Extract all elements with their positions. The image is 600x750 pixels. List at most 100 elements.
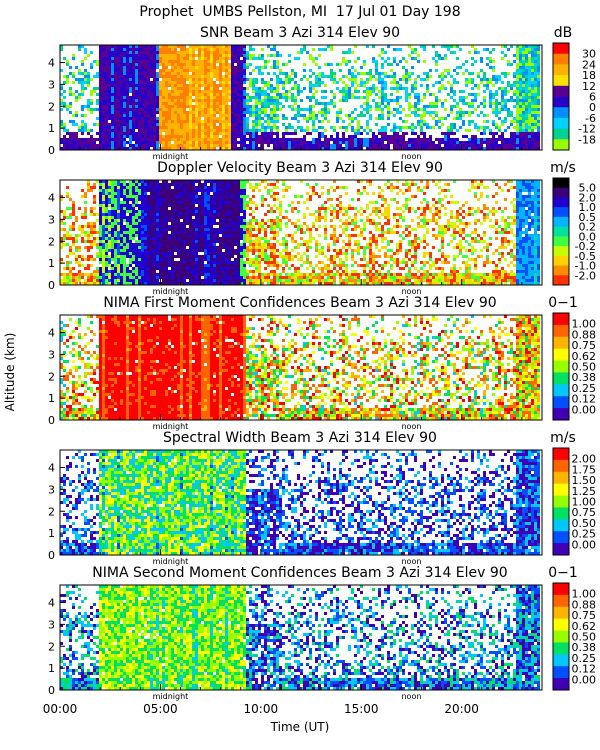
heatmap-cell	[375, 108, 378, 111]
heatmap-cell	[495, 99, 498, 102]
heatmap-cell	[405, 132, 408, 135]
heatmap-cell	[150, 126, 153, 129]
heatmap-cell	[162, 45, 165, 48]
heatmap-cell	[387, 111, 390, 114]
heatmap-cell	[450, 144, 453, 147]
heatmap-cell	[405, 93, 408, 96]
heatmap-cell	[411, 66, 414, 69]
heatmap-cell	[135, 213, 138, 216]
heatmap-cell	[132, 111, 135, 114]
heatmap-cell	[336, 87, 339, 90]
heatmap-cell	[336, 138, 339, 141]
heatmap-cell	[177, 102, 180, 105]
heatmap-cell	[114, 204, 117, 207]
heatmap-cell	[462, 90, 465, 93]
heatmap-cell	[135, 279, 138, 282]
heatmap-cell	[225, 141, 228, 144]
heatmap-cell	[498, 144, 501, 147]
heatmap-cell	[123, 111, 126, 114]
heatmap-cell	[150, 123, 153, 126]
heatmap-cell	[180, 66, 183, 69]
heatmap-cell	[354, 87, 357, 90]
heatmap-cell	[174, 45, 177, 48]
heatmap-cell	[396, 81, 399, 84]
heatmap-cell	[183, 180, 186, 183]
heatmap-cell	[123, 60, 126, 63]
heatmap-cell	[102, 258, 105, 261]
heatmap-cell	[228, 105, 231, 108]
heatmap-cell	[96, 231, 99, 234]
heatmap-cell	[138, 270, 141, 273]
heatmap-cell	[165, 99, 168, 102]
heatmap-cell	[297, 105, 300, 108]
heatmap-cell	[231, 63, 234, 66]
heatmap-cell	[63, 216, 66, 219]
heatmap-cell	[357, 147, 360, 150]
heatmap-cell	[537, 117, 540, 120]
heatmap-cell	[138, 276, 141, 279]
time-marker: noon	[401, 152, 421, 161]
heatmap-cell	[117, 57, 120, 60]
heatmap-cell	[156, 135, 159, 138]
heatmap-cell	[66, 243, 69, 246]
heatmap-cell	[123, 120, 126, 123]
heatmap-cell	[159, 93, 162, 96]
heatmap-cell	[108, 135, 111, 138]
heatmap-cell	[510, 84, 513, 87]
heatmap-cell	[489, 51, 492, 54]
heatmap-cell	[111, 279, 114, 282]
heatmap-cell	[135, 57, 138, 60]
heatmap-cell	[153, 222, 156, 225]
heatmap-cell	[93, 270, 96, 273]
heatmap-cell	[534, 81, 537, 84]
heatmap-cell	[66, 105, 69, 108]
heatmap-cell	[222, 120, 225, 123]
heatmap-cell	[333, 105, 336, 108]
heatmap-cell	[99, 51, 102, 54]
heatmap-cell	[84, 273, 87, 276]
heatmap-cell	[495, 132, 498, 135]
heatmap-cell	[78, 72, 81, 75]
heatmap-cell	[408, 105, 411, 108]
heatmap-cell	[516, 141, 519, 144]
heatmap-cell	[237, 48, 240, 51]
heatmap-cell	[123, 54, 126, 57]
heatmap-cell	[492, 48, 495, 51]
heatmap-cell	[186, 69, 189, 72]
heatmap-cell	[504, 87, 507, 90]
heatmap-cell	[267, 99, 270, 102]
heatmap-cell	[165, 195, 168, 198]
heatmap-cell	[132, 84, 135, 87]
heatmap-cell	[312, 120, 315, 123]
heatmap-cell	[456, 57, 459, 60]
heatmap-cell	[444, 144, 447, 147]
heatmap-cell	[375, 78, 378, 81]
heatmap-cell	[423, 93, 426, 96]
heatmap-cell	[369, 69, 372, 72]
heatmap-cell	[90, 99, 93, 102]
heatmap-cell	[114, 120, 117, 123]
heatmap-cell	[432, 144, 435, 147]
heatmap-cell	[72, 204, 75, 207]
heatmap-cell	[264, 129, 267, 132]
heatmap-cell	[408, 114, 411, 117]
heatmap-cell	[144, 123, 147, 126]
heatmap-cell	[129, 195, 132, 198]
heatmap-cell	[507, 114, 510, 117]
heatmap-cell	[177, 63, 180, 66]
heatmap-cell	[426, 123, 429, 126]
heatmap-cell	[207, 99, 210, 102]
heatmap-cell	[105, 213, 108, 216]
heatmap-cell	[189, 261, 192, 264]
heatmap-cell	[168, 57, 171, 60]
heatmap-cell	[69, 141, 72, 144]
heatmap-cell	[360, 114, 363, 117]
heatmap-cell	[213, 129, 216, 132]
heatmap-cell	[534, 87, 537, 90]
heatmap-cell	[126, 198, 129, 201]
heatmap-cell	[276, 66, 279, 69]
heatmap-cell	[234, 60, 237, 63]
heatmap-cell	[225, 123, 228, 126]
heatmap-cell	[120, 213, 123, 216]
heatmap-cell	[144, 207, 147, 210]
